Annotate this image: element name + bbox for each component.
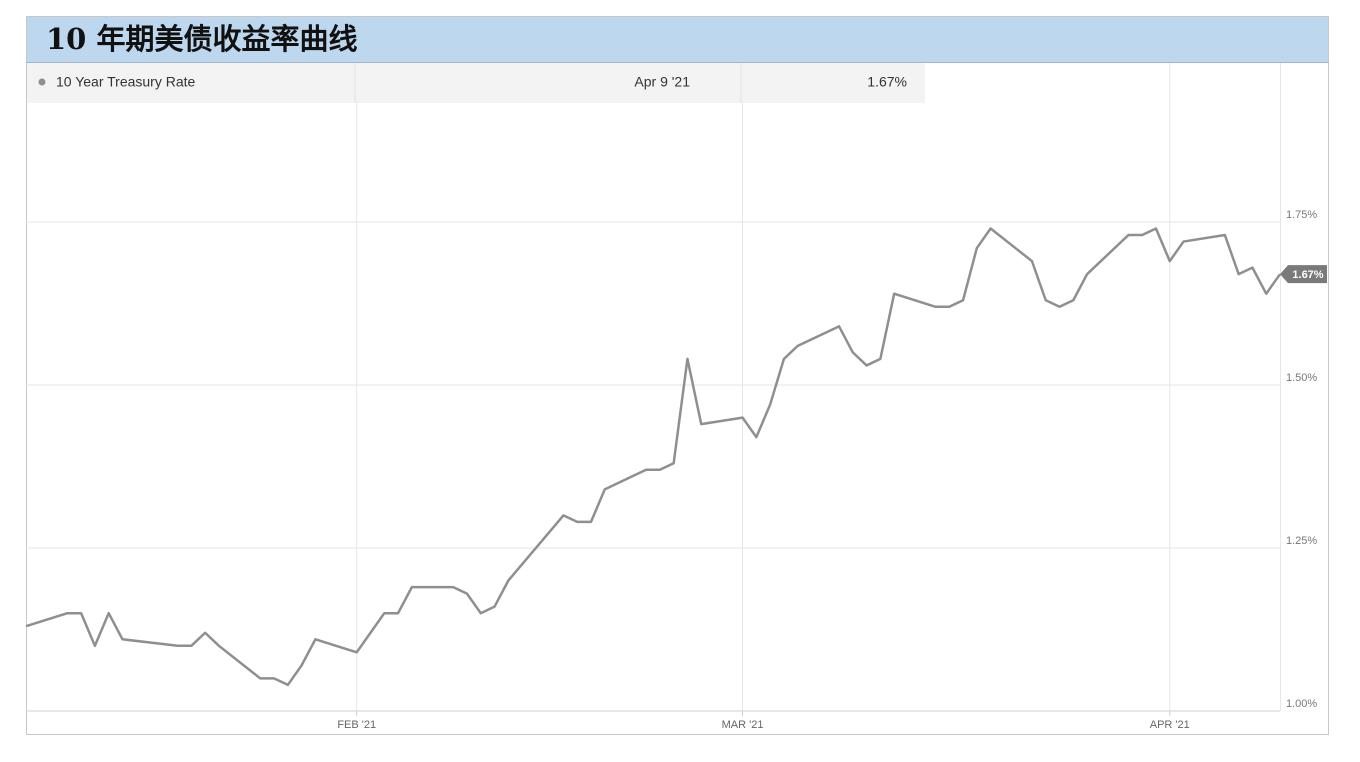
series-line (25, 227, 1282, 687)
title-bar (27, 17, 1328, 62)
x-tick-label: FEB '21 (337, 719, 376, 731)
tooltip-value: 1.67% (867, 74, 907, 90)
y-tick-label: 1.00% (1286, 698, 1317, 710)
x-tick-label: APR '21 (1150, 719, 1190, 731)
frame (26, 16, 1329, 735)
tooltip-series: 10 Year Treasury Rate (56, 74, 196, 90)
plot-area: 1.00% 1.25% 1.50% 1.75% FEB '21 MAR '21 APR '2… (25, 63, 1317, 731)
tooltip-row (27, 63, 925, 103)
y-tick-label: 1.50% (1286, 372, 1317, 384)
end-tag (1280, 265, 1327, 284)
chart-title: 10 年期美债收益率曲线 (46, 22, 357, 56)
y-tick-label: 1.75% (1286, 209, 1317, 221)
tooltip-swatch (38, 78, 46, 86)
x-tick-label: MAR '21 (722, 719, 764, 731)
end-tag-label: 1.67% (1292, 269, 1323, 281)
tooltip-date: Apr 9 '21 (634, 74, 690, 90)
y-tick-label: 1.25% (1286, 535, 1317, 547)
